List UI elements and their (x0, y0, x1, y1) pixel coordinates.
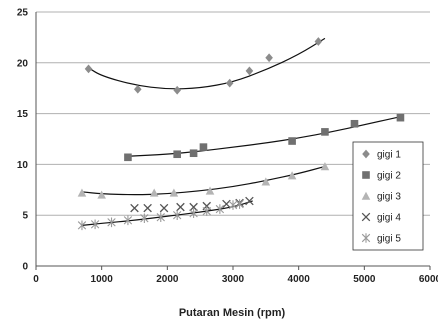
data-point-series-3 (169, 188, 179, 197)
axes (35, 12, 431, 270)
legend: gigi 1 gigi 2 gigi 3 gigi 4 gigi 5 (352, 141, 424, 251)
data-point-series-4 (176, 202, 185, 212)
data-point-series-2 (124, 153, 132, 162)
x-axis-label: Putaran Mesin (rpm) (179, 307, 286, 319)
data-point-series-3 (77, 188, 87, 197)
x-tick-label: 3000 (222, 274, 245, 285)
data-point-series-1 (225, 78, 234, 88)
legend-label: gigi 2 (377, 171, 401, 182)
data-point-series-3 (287, 171, 297, 180)
legend-label: gigi 5 (377, 234, 401, 245)
data-point-series-2 (288, 137, 296, 145)
legend-label: gigi 1 (377, 150, 401, 161)
data-point-series-5 (90, 219, 100, 230)
data-point-series-3 (149, 188, 159, 197)
y-tick-label: 0 (22, 262, 28, 273)
data-point-series-2 (173, 150, 181, 159)
trendline-series-1 (88, 37, 326, 90)
data-point-series-5 (107, 217, 116, 228)
legend-marker-series-3 (361, 191, 371, 200)
data-point-series-5 (172, 210, 182, 220)
data-point-series-2 (350, 119, 359, 128)
data-point-series-1 (133, 84, 142, 94)
data-point-series-5 (77, 220, 87, 231)
data-point-series-4 (189, 202, 198, 212)
data-point-series-3 (97, 190, 106, 199)
data-point-series-3 (261, 177, 271, 186)
y-tick-label: 20 (17, 58, 29, 69)
data-point-series-1 (84, 64, 93, 74)
x-tick-label: 2000 (156, 274, 179, 285)
data-point-series-2 (199, 143, 208, 151)
data-point-series-2 (321, 128, 329, 136)
data-point-series-2 (189, 149, 198, 158)
y-tick-label: 25 (17, 8, 29, 19)
data-point-series-5 (215, 204, 225, 214)
x-tick-label: 1000 (91, 274, 114, 285)
x-tick-label: 5000 (353, 274, 376, 285)
y-tick-label: 15 (17, 109, 29, 120)
legend-label: gigi 3 (377, 192, 401, 203)
data-point-series-5 (140, 213, 149, 224)
x-tick-label: 0 (33, 274, 39, 285)
data-point-series-5 (156, 212, 165, 223)
data-point-series-4 (245, 196, 254, 206)
y-tick-label: 10 (17, 160, 29, 171)
x-tick-label: 6000 (419, 274, 438, 285)
data-point-series-3 (205, 186, 215, 195)
legend-marker-series-4 (361, 212, 371, 222)
data-point-series-1 (265, 53, 273, 63)
data-point-series-1 (173, 85, 181, 95)
trendline-series-3 (81, 165, 326, 196)
data-point-series-1 (314, 37, 323, 46)
tick-labels: 0 5 10 15 20 25 0 1000 2000 3000 4000 5000 6000 (17, 8, 438, 286)
data-point-series-4 (143, 203, 152, 213)
data-points (77, 37, 405, 231)
data-point-series-1 (245, 66, 254, 76)
data-point-series-5 (235, 199, 244, 209)
data-point-series-5 (123, 215, 133, 226)
data-point-series-3 (320, 162, 330, 171)
data-point-series-4 (130, 203, 139, 213)
data-point-series-5 (202, 206, 211, 216)
legend-label: gigi 4 (377, 213, 401, 224)
data-point-series-2 (396, 113, 405, 122)
legend-marker-series-1 (362, 149, 370, 159)
x-tick-label: 4000 (288, 274, 311, 285)
trendline-series-2 (127, 116, 401, 157)
data-point-series-4 (159, 203, 169, 213)
data-point-series-5 (228, 200, 238, 210)
data-point-series-5 (189, 208, 198, 218)
legend-marker-series-5 (361, 233, 371, 243)
y-tick-label: 5 (22, 211, 28, 222)
legend-marker-series-2 (362, 171, 370, 179)
